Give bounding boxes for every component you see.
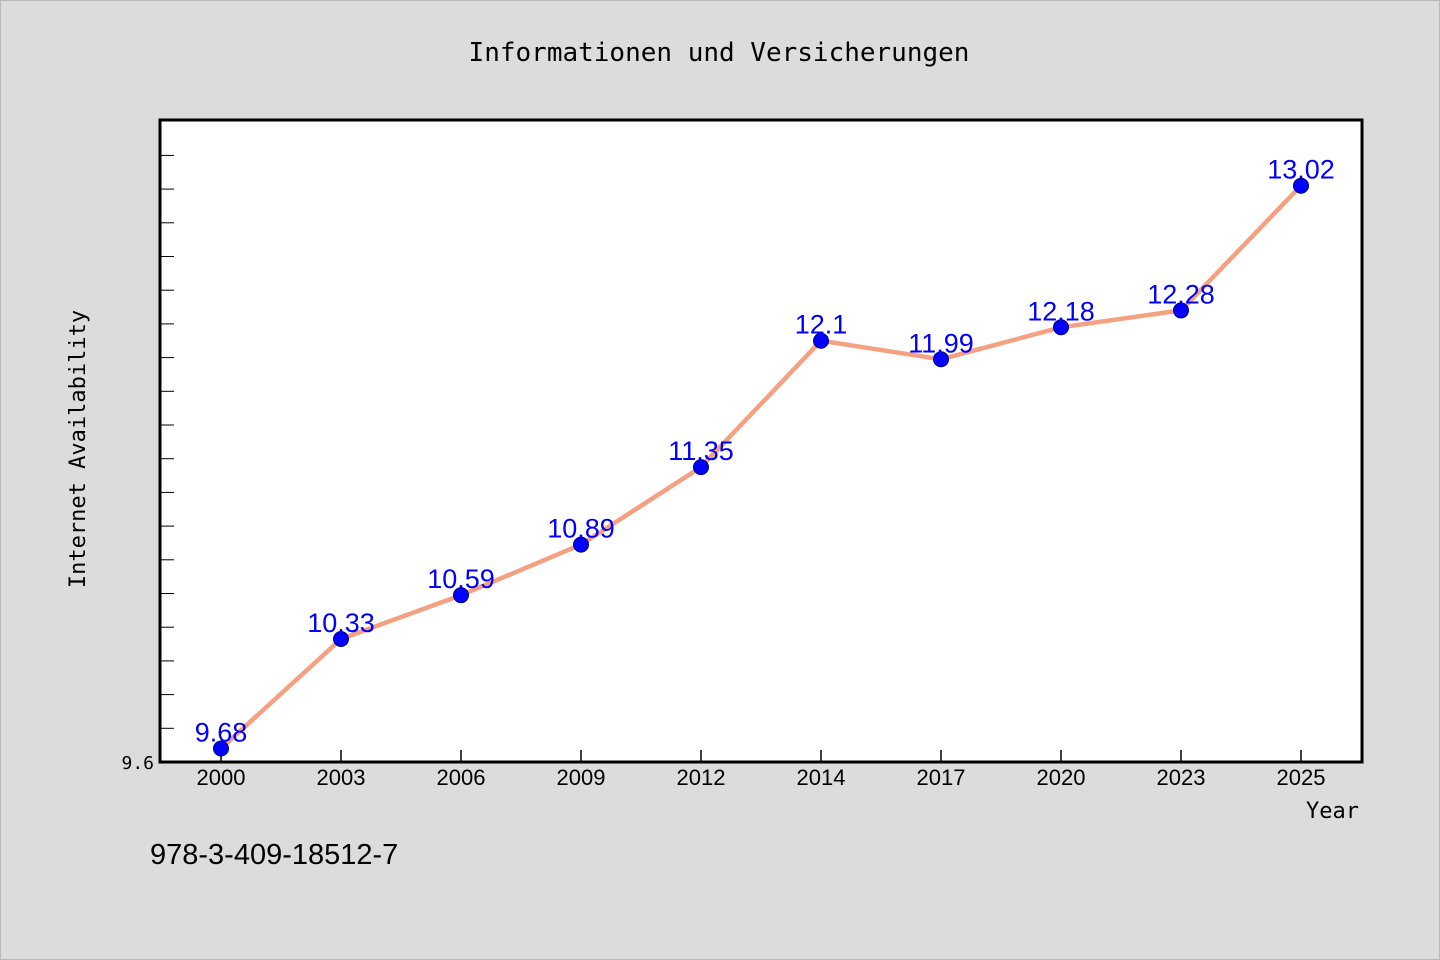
data-point-marker	[453, 587, 469, 604]
series-group: 9.68 10.33 10.59 10.89 11.35 12.1 11.99 12.18 12…	[195, 155, 1335, 757]
data-point-marker	[933, 351, 949, 368]
data-label: 10.59	[427, 564, 495, 594]
x-axis-label: Year	[1306, 799, 1359, 824]
y-axis-label: Internet Availability	[66, 310, 91, 588]
chart-title: Informationen und Versicherungen	[469, 38, 970, 68]
data-point-marker	[693, 459, 709, 476]
x-tick-label: 2006	[437, 765, 486, 790]
data-label: 12.1	[795, 310, 848, 340]
y-axis-minor-ticks	[160, 154, 174, 729]
data-point-marker	[813, 332, 829, 349]
x-tick-label: 2003	[317, 765, 366, 790]
isbn-text: 978-3-409-18512-7	[150, 839, 398, 871]
x-tick-label: 2012	[677, 765, 726, 790]
x-axis-tick-labels: 2000 2003 2006 2009 2012 2014 2017 2020 2023 2025	[197, 765, 1326, 790]
data-point-marker	[1053, 319, 1069, 336]
data-point-marker	[573, 536, 589, 553]
x-tick-label: 2025	[1277, 765, 1326, 790]
x-tick-label: 2009	[557, 765, 606, 790]
data-label: 11.35	[668, 436, 734, 466]
data-label: 11.99	[908, 328, 974, 358]
x-tick-label: 2014	[797, 765, 846, 790]
series-line	[218, 183, 1304, 751]
x-tick-label: 2020	[1037, 765, 1086, 790]
data-point-marker	[1293, 177, 1309, 194]
data-label: 12.18	[1027, 296, 1095, 326]
x-tick-label: 2023	[1157, 765, 1206, 790]
y-tick-label: 9.6	[121, 753, 154, 774]
data-label: 10.89	[547, 514, 615, 544]
x-tick-label: 2017	[917, 765, 966, 790]
x-axis-ticks	[220, 750, 1302, 762]
data-label: 9.68	[195, 718, 248, 748]
plot-area	[158, 118, 1364, 764]
data-point-marker	[213, 740, 229, 757]
y-axis-tick-labels: 9.6	[121, 753, 154, 774]
x-tick-label: 2000	[197, 765, 246, 790]
data-label: 12.28	[1147, 279, 1215, 309]
data-point-marker	[333, 630, 349, 647]
data-label: 13.02	[1267, 155, 1335, 185]
data-point-marker	[1173, 302, 1189, 319]
data-label: 10.33	[307, 608, 375, 638]
